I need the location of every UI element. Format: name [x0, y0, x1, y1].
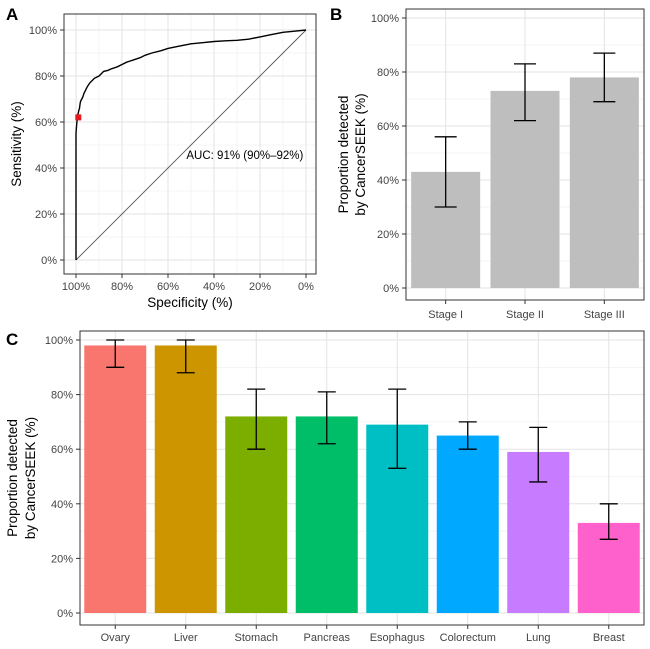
b-y-tick-label: 100% [371, 13, 399, 25]
c-error-bar [317, 391, 336, 445]
panel-c-y-axis-title-line2: by CancerSEEK (%) [23, 417, 38, 539]
c-bar-liver [154, 345, 217, 613]
c-error-bar [599, 503, 618, 540]
roc-reference-diagonal [75, 29, 307, 261]
b-y-tick-label: 20% [377, 229, 399, 241]
c-bar-colorectum [436, 435, 499, 613]
panel-b-letter: B [330, 5, 342, 24]
panel-a-x-axis-title: Specificity (%) [147, 295, 233, 310]
c-bar-pancreas [295, 416, 358, 613]
a-x-tick-label: 100% [62, 281, 90, 293]
panel-b-x-tick-labels: Stage I Stage II Stage III [428, 309, 625, 321]
c-error-bar [106, 339, 125, 368]
c-error-bar [247, 388, 266, 450]
a-x-tick-label: 80% [111, 281, 133, 293]
a-y-tick-label: 100% [29, 25, 57, 37]
c-y-tick-label: 20% [51, 553, 73, 565]
b-x-tick-label: Stage II [506, 309, 544, 321]
panel-b-y-axis-title-line1: Proportion detected [336, 96, 351, 214]
panel-c-cancer-type-bar-chart: Ovary Liver Stomach Pancreas Esophagus C… [5, 330, 645, 644]
b-x-tick-label: Stage III [584, 309, 625, 321]
c-x-tick-label: Esophagus [370, 632, 426, 644]
panel-b-y-tick-labels: 0% 20% 40% 60% 80% 100% [371, 13, 399, 295]
b-bar-stage-iii [569, 77, 639, 289]
c-x-tick-label: Pancreas [304, 632, 351, 644]
panel-b-error-bars [434, 52, 616, 208]
b-error-bar [514, 63, 536, 122]
panel-a-y-tick-labels: 0% 20% 40% 60% 80% 100% [29, 25, 57, 267]
panel-a-frame [63, 13, 317, 275]
panel-b-y-axis-title-line2: by CancerSEEK (%) [353, 93, 368, 215]
c-y-tick-label: 40% [51, 499, 73, 511]
a-x-tick-label: 40% [203, 281, 225, 293]
panel-a-roc-chart: AUC: 91% (90%–92%) 100% 80% 60% 40% 20% … [9, 13, 317, 310]
a-x-tick-label: 0% [298, 281, 314, 293]
panel-a-x-tick-labels: 100% 80% 60% 40% 20% 0% [62, 281, 314, 293]
panel-c-x-tick-labels: Ovary Liver Stomach Pancreas Esophagus C… [101, 632, 625, 644]
c-x-tick-label: Colorectum [440, 632, 496, 644]
c-error-bar [458, 421, 477, 450]
panel-c-tick-marks [76, 339, 610, 629]
c-x-tick-label: Lung [526, 632, 550, 644]
panel-c-bars [84, 345, 640, 613]
b-x-tick-label: Stage I [428, 309, 463, 321]
panel-b-tick-marks [402, 17, 605, 304]
panel-c-y-axis-title-line1: Proportion detected [5, 419, 20, 537]
b-y-tick-label: 0% [383, 283, 399, 295]
panel-b-stage-bar-chart: Stage I Stage II Stage III 0% 20% 40% 60… [336, 8, 645, 321]
roc-operating-point-marker [75, 114, 82, 121]
b-y-tick-label: 40% [377, 175, 399, 187]
b-y-tick-label: 80% [377, 67, 399, 79]
c-x-tick-label: Ovary [101, 632, 131, 644]
a-y-tick-label: 0% [41, 255, 57, 267]
b-bar-stage-ii [490, 90, 560, 289]
c-y-tick-label: 80% [51, 390, 73, 402]
a-y-tick-label: 40% [35, 163, 57, 175]
panel-a-y-axis-title: Sensitivity (%) [9, 101, 24, 187]
a-y-tick-label: 20% [35, 209, 57, 221]
a-y-tick-label: 60% [35, 117, 57, 129]
panel-c-frame [79, 330, 645, 626]
c-x-tick-label: Breast [593, 632, 625, 644]
panel-a-gridlines [64, 14, 316, 274]
c-x-tick-label: Stomach [235, 632, 278, 644]
c-y-tick-label: 100% [45, 335, 73, 347]
c-x-tick-label: Liver [174, 632, 198, 644]
a-y-tick-label: 80% [35, 71, 57, 83]
b-error-bar [593, 52, 616, 103]
panel-a-tick-marks [60, 29, 307, 278]
c-error-bar [529, 426, 548, 483]
panel-c-y-tick-labels: 0% 20% 40% 60% 80% 100% [45, 335, 73, 620]
c-error-bar [388, 388, 407, 469]
panel-c-letter: C [6, 330, 18, 349]
panel-b-bars [411, 77, 639, 289]
c-bar-ovary [84, 345, 147, 613]
a-x-tick-label: 20% [249, 281, 271, 293]
c-y-tick-label: 60% [51, 444, 73, 456]
b-y-tick-label: 60% [377, 121, 399, 133]
auc-annotation: AUC: 91% (90%–92%) [186, 150, 303, 162]
a-x-tick-label: 60% [157, 281, 179, 293]
b-error-bar [434, 136, 457, 208]
c-y-tick-label: 0% [57, 608, 73, 620]
panel-a-letter: A [6, 5, 18, 24]
roc-curve-line [75, 29, 307, 260]
c-error-bar [176, 339, 195, 374]
panel-c-error-bars [106, 339, 618, 540]
